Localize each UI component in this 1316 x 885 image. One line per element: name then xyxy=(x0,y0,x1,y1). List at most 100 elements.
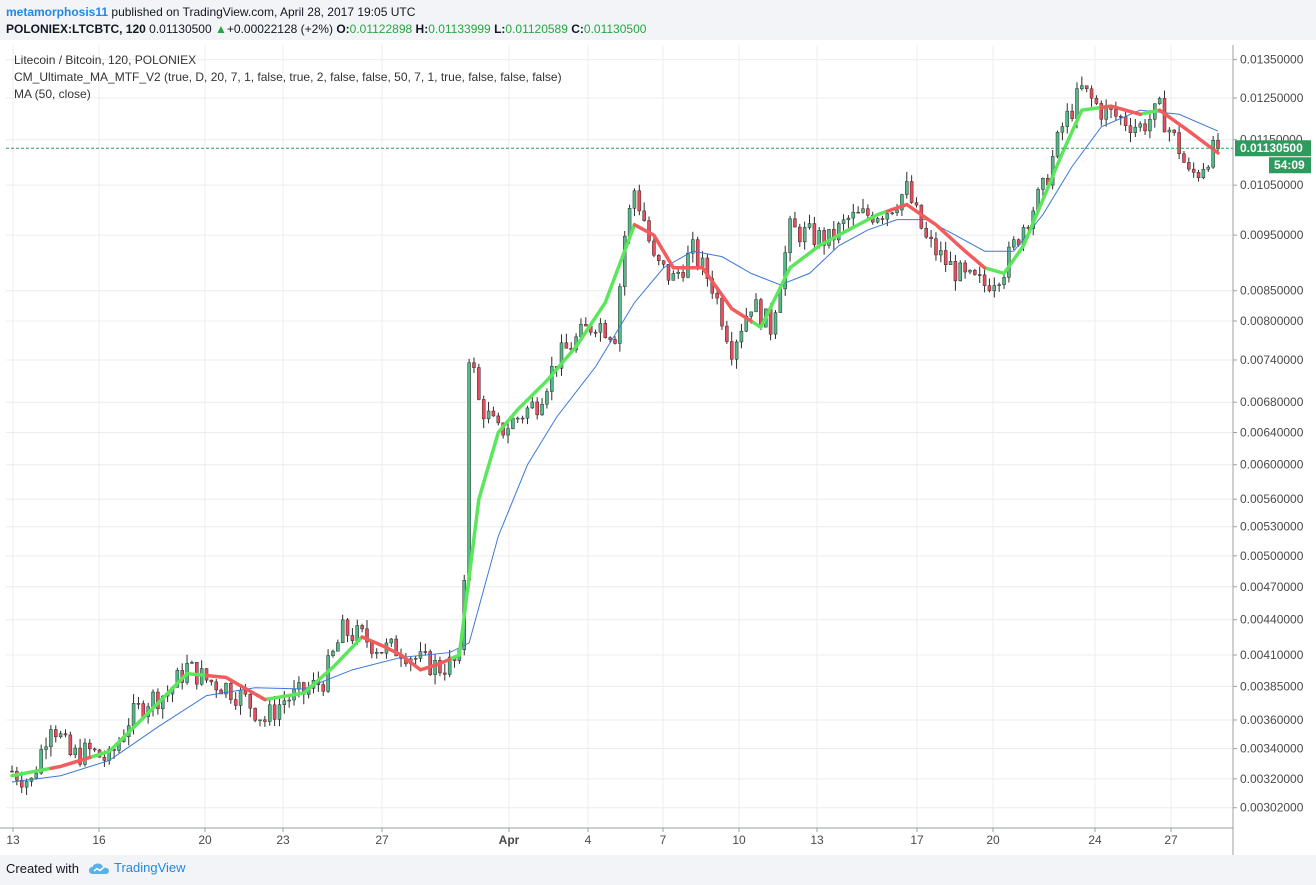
time-axis[interactable]: 13 16 20 23 27 Apr 4 7 10 13 17 20 24 27 xyxy=(0,827,1233,847)
candle-body xyxy=(997,284,1001,286)
candle-body xyxy=(297,682,301,690)
candle-body xyxy=(973,269,977,275)
candle-body xyxy=(977,274,982,276)
candle-body xyxy=(1138,123,1142,128)
candle-body xyxy=(486,410,491,420)
candle-body xyxy=(584,323,588,327)
candle-body xyxy=(866,208,870,216)
candle-body xyxy=(34,772,39,779)
candle-body xyxy=(1060,126,1065,133)
candle-body xyxy=(725,325,729,342)
countdown-badge xyxy=(1269,157,1311,174)
ma-rising-segment xyxy=(447,222,637,662)
last-price-line: 0.01130500 54:09 xyxy=(6,140,1311,174)
candle-body xyxy=(267,704,272,722)
legend-title: Litecoin / Bitcoin, 120, POLONIEX xyxy=(14,53,197,67)
quote-line: POLONIEX:LTCBTC, 120 0.01130500 ▲+0.0002… xyxy=(6,22,646,36)
time-tick-label: 20 xyxy=(986,833,1000,847)
candle-body xyxy=(438,659,442,674)
price-tick-label: 0.01350000 xyxy=(1240,53,1304,67)
close-value: 0.01130500 xyxy=(583,22,647,36)
open-value: 0.01122898 xyxy=(349,22,413,36)
last-price-badge xyxy=(1235,140,1311,157)
candle-body xyxy=(875,218,880,223)
candle-body xyxy=(214,681,218,691)
candle-body xyxy=(545,391,549,405)
candle-body xyxy=(880,218,885,220)
candle-body xyxy=(1080,85,1084,89)
price-axis[interactable]: 0.013500000.012500000.011500000.01050000… xyxy=(1232,45,1304,855)
candle-body xyxy=(593,331,598,334)
ma-rising-segment xyxy=(1138,108,1162,117)
candle-body xyxy=(73,747,77,756)
candle-body xyxy=(851,211,856,219)
candle-body xyxy=(832,229,836,241)
candle-body xyxy=(423,651,428,653)
candle-body xyxy=(652,240,656,256)
candle-body xyxy=(1002,277,1006,285)
candle-body xyxy=(540,403,544,416)
candle-body xyxy=(963,262,967,273)
candle-body xyxy=(968,269,972,273)
candle-body xyxy=(729,341,734,360)
candle-body xyxy=(885,213,890,220)
candle-body xyxy=(10,770,14,773)
legend-indicator-ma50[interactable]: MA (50, close) xyxy=(14,87,91,101)
candle-body xyxy=(686,252,690,278)
candle-body xyxy=(1075,88,1079,119)
ma-rising-segment xyxy=(10,766,53,778)
candle-body xyxy=(992,285,997,292)
candle-body xyxy=(467,362,471,581)
candle-body xyxy=(613,339,617,344)
candle-body xyxy=(749,311,753,317)
candle-body xyxy=(657,254,661,261)
countdown-label: 54:09 xyxy=(1274,158,1305,172)
candle-body xyxy=(151,691,155,707)
candle-body xyxy=(1041,178,1045,190)
candle-body xyxy=(272,704,277,720)
candle-body xyxy=(559,342,564,369)
price-tick-label: 0.00640000 xyxy=(1240,426,1304,440)
candle-body xyxy=(773,312,778,335)
candle-body xyxy=(734,341,739,360)
candle-body xyxy=(58,733,63,738)
price-tick-label: 0.00800000 xyxy=(1240,314,1304,328)
legend-indicator-cm[interactable]: CM_Ultimate_MA_MTF_V2 (true, D, 20, 7, 1… xyxy=(14,70,562,84)
candle-body xyxy=(661,260,666,265)
time-tick-label: 10 xyxy=(732,833,746,847)
candle-body xyxy=(632,190,637,209)
candle-body xyxy=(1099,103,1104,120)
time-tick-label: 24 xyxy=(1088,833,1102,847)
candle-body xyxy=(739,330,744,343)
candle-body xyxy=(39,749,43,774)
candle-body xyxy=(1084,85,1089,90)
candle-body xyxy=(909,181,914,203)
candle-body xyxy=(1187,162,1191,170)
price-chart[interactable]: 0.013500000.012500000.011500000.01050000… xyxy=(0,40,1316,855)
candle-body xyxy=(720,297,724,327)
tradingview-logo[interactable]: TradingView xyxy=(88,860,186,876)
candle-body xyxy=(841,219,846,224)
candle-body xyxy=(360,625,364,630)
candle-body xyxy=(598,323,603,333)
candle-body xyxy=(1196,172,1201,179)
candle-body xyxy=(1104,106,1108,120)
candle-body xyxy=(433,659,437,675)
candle-body xyxy=(676,271,680,274)
candle-body xyxy=(282,700,287,705)
chart-grid xyxy=(6,45,1232,828)
time-tick-label: 27 xyxy=(1164,833,1178,847)
candle-body xyxy=(1148,119,1152,132)
low-value: 0.01120589 xyxy=(505,22,568,36)
time-tick-label: 16 xyxy=(92,833,106,847)
author-link[interactable]: metamorphosis11 xyxy=(6,5,109,19)
candle-body xyxy=(248,693,253,709)
candle-body xyxy=(340,619,345,643)
price-tick-label: 0.00302000 xyxy=(1240,801,1304,815)
candle-body xyxy=(477,367,481,400)
candle-body xyxy=(258,719,262,722)
candle-body xyxy=(1133,126,1138,134)
ma-rising-segment xyxy=(749,209,890,330)
high-label: H: xyxy=(415,22,429,36)
candle-body xyxy=(481,399,486,420)
